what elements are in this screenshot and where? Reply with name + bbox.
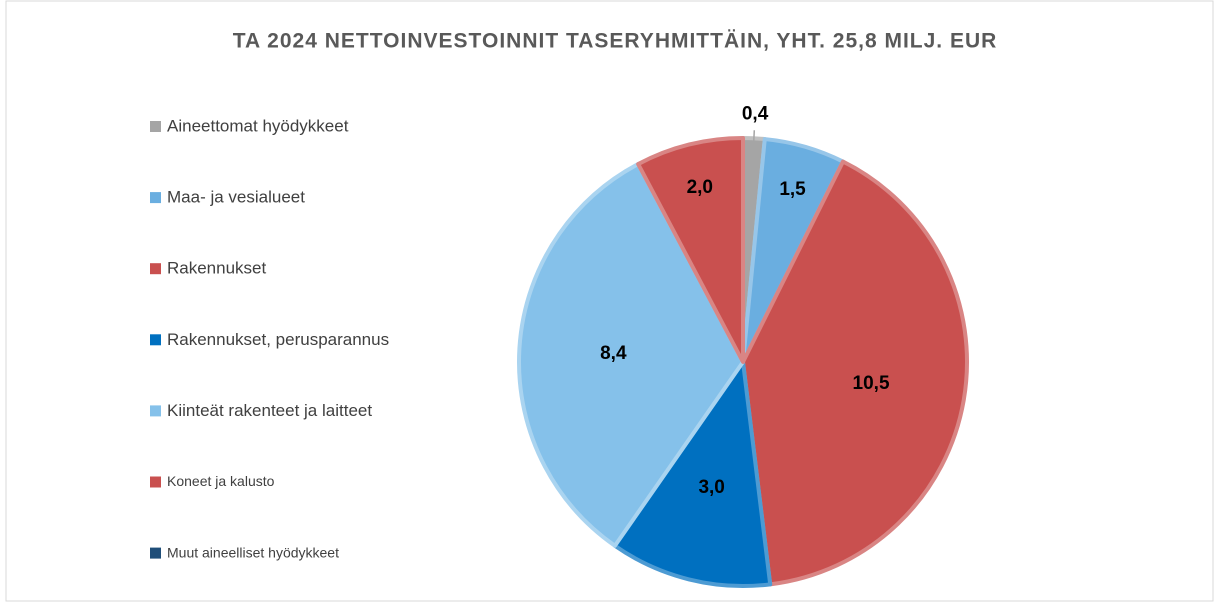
- legend-swatch: [150, 334, 161, 346]
- legend-label: Koneet ja kalusto: [167, 473, 275, 489]
- chart-title: TA 2024 NETTOINVESTOINNIT TASERYHMITTÄIN…: [233, 30, 998, 53]
- legend-label: Kiinteät rakenteet ja laitteet: [167, 401, 372, 420]
- pie-slice: [612, 360, 773, 588]
- data-label: 10,5: [853, 373, 890, 394]
- legend-swatch: [150, 476, 161, 488]
- pie-slice: [636, 136, 745, 364]
- legend-label: Maa- ja vesialueet: [167, 188, 305, 207]
- data-label: 3,0: [698, 477, 724, 498]
- legend-swatch: [150, 547, 161, 559]
- data-label: 2,0: [687, 177, 713, 198]
- legend-swatch: [150, 192, 161, 204]
- legend-swatch: [150, 121, 161, 132]
- data-label: 1,5: [779, 179, 806, 200]
- pie-slice: [741, 159, 969, 587]
- legend-swatch: [150, 405, 161, 417]
- legend-label: Rakennukset: [167, 259, 267, 278]
- legend-label: Aineettomat hyödykkeet: [167, 116, 349, 135]
- data-label: 0,4: [742, 103, 769, 124]
- legend-label: Muut aineelliset hyödykkeet: [167, 544, 339, 560]
- legend-label: Rakennukset, perusparannus: [167, 330, 389, 349]
- data-label: 8,4: [600, 343, 627, 364]
- legend-swatch: [150, 263, 161, 275]
- leader-line: [752, 130, 756, 147]
